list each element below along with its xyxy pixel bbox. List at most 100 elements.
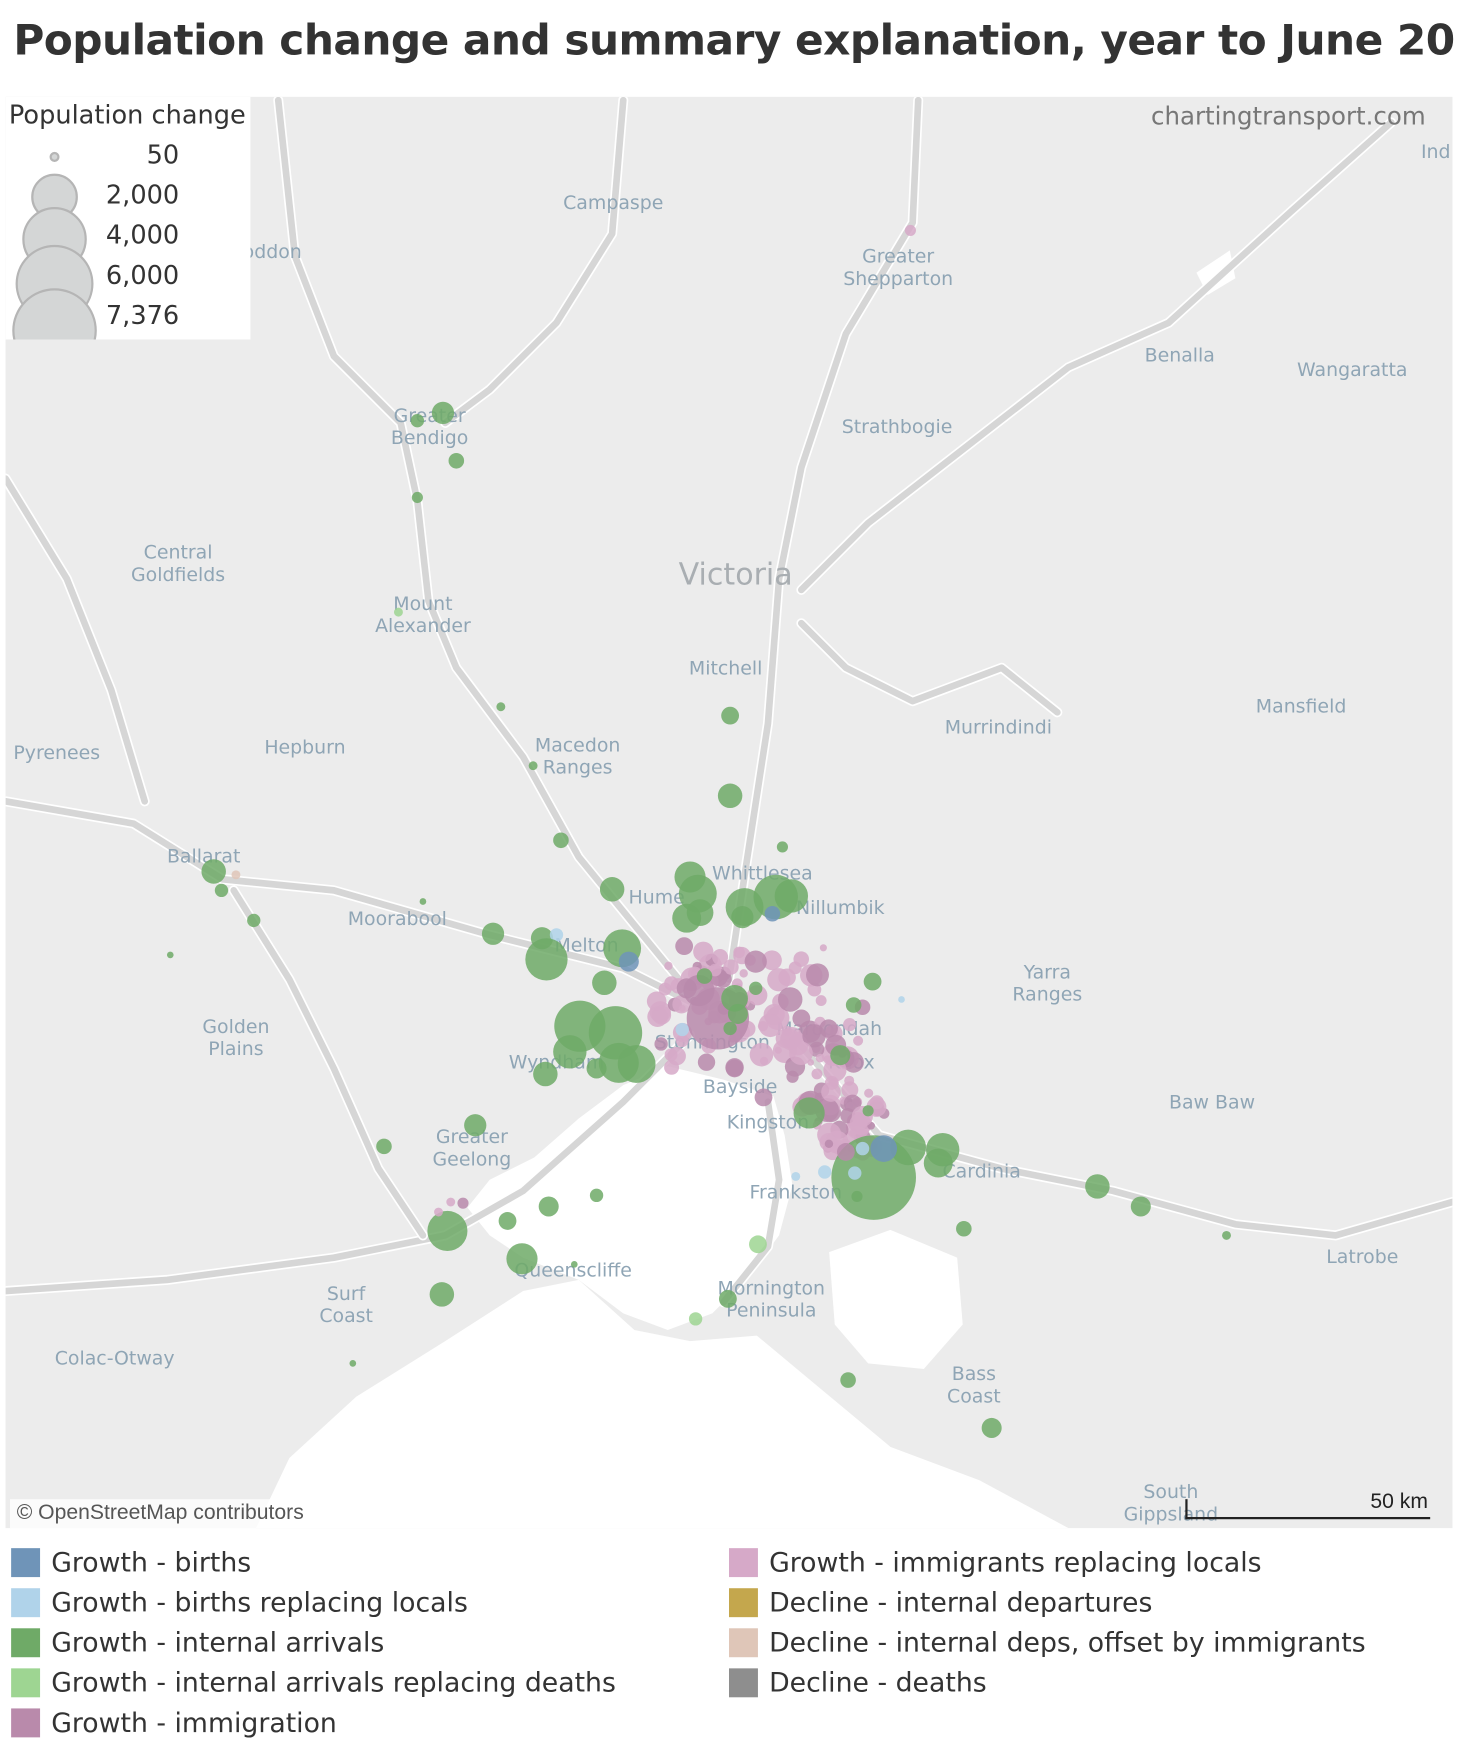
legend-item[interactable]: Growth - internal arrivals replacing dea… bbox=[11, 1667, 616, 1698]
population-bubble[interactable] bbox=[664, 1048, 678, 1062]
population-bubble[interactable] bbox=[767, 968, 791, 992]
population-bubble[interactable] bbox=[708, 963, 722, 977]
population-bubble[interactable] bbox=[792, 1009, 811, 1028]
population-bubble[interactable] bbox=[725, 1059, 744, 1078]
population-bubble[interactable] bbox=[717, 783, 743, 809]
population-bubble[interactable] bbox=[201, 859, 226, 884]
population-bubble[interactable] bbox=[845, 997, 862, 1013]
population-bubble[interactable] bbox=[686, 899, 714, 926]
population-bubble[interactable] bbox=[774, 879, 809, 913]
population-bubble[interactable] bbox=[457, 1197, 469, 1209]
population-bubble[interactable] bbox=[411, 491, 423, 504]
population-bubble[interactable] bbox=[727, 1003, 748, 1024]
population-bubble[interactable] bbox=[819, 1019, 838, 1038]
population-bubble[interactable] bbox=[791, 1171, 801, 1181]
legend-item[interactable]: Decline - internal deps, offset by immig… bbox=[729, 1627, 1366, 1658]
population-bubble[interactable] bbox=[496, 702, 506, 712]
population-bubble[interactable] bbox=[844, 1075, 855, 1086]
population-bubble[interactable] bbox=[723, 1021, 737, 1036]
legend-item[interactable]: Growth - immigration bbox=[11, 1707, 337, 1738]
population-bubble[interactable] bbox=[821, 1082, 841, 1102]
population-bubble[interactable] bbox=[762, 950, 782, 971]
population-bubble[interactable] bbox=[553, 1035, 587, 1069]
population-bubbles[interactable] bbox=[166, 224, 1231, 1438]
population-bubble[interactable] bbox=[688, 1312, 703, 1326]
population-bubble[interactable] bbox=[693, 941, 714, 962]
population-bubble[interactable] bbox=[721, 706, 740, 725]
population-bubble[interactable] bbox=[923, 1148, 953, 1178]
population-bubble[interactable] bbox=[824, 1139, 834, 1149]
population-bubble[interactable] bbox=[817, 1122, 842, 1147]
population-bubble[interactable] bbox=[811, 1068, 823, 1080]
population-bubble[interactable] bbox=[617, 1045, 656, 1083]
population-bubble[interactable] bbox=[851, 1190, 863, 1203]
population-bubble[interactable] bbox=[393, 607, 403, 617]
population-bubble[interactable] bbox=[754, 1088, 773, 1107]
population-bubble[interactable] bbox=[749, 1235, 767, 1254]
population-bubble[interactable] bbox=[855, 1141, 870, 1156]
population-bubble[interactable] bbox=[819, 944, 827, 952]
population-bubble[interactable] bbox=[744, 950, 767, 973]
population-bubble[interactable] bbox=[464, 1114, 487, 1137]
population-bubble[interactable] bbox=[956, 1220, 972, 1237]
population-bubble[interactable] bbox=[739, 969, 748, 978]
population-bubble[interactable] bbox=[770, 1007, 779, 1016]
population-bubble[interactable] bbox=[853, 1035, 864, 1046]
population-bubble[interactable] bbox=[731, 905, 754, 929]
population-bubble[interactable] bbox=[676, 978, 697, 999]
map[interactable]: Campaspe Greater Shepparton Benalla Wangarat… bbox=[5, 96, 1453, 1529]
population-bubble[interactable] bbox=[678, 1005, 686, 1012]
population-bubble[interactable] bbox=[815, 1053, 825, 1063]
legend-item[interactable]: Growth - internal arrivals bbox=[11, 1627, 384, 1658]
population-bubble[interactable] bbox=[774, 1046, 782, 1054]
population-bubble[interactable] bbox=[836, 1143, 855, 1161]
population-bubble[interactable] bbox=[870, 1135, 898, 1162]
population-bubble[interactable] bbox=[231, 870, 241, 880]
population-bubble[interactable] bbox=[592, 970, 617, 996]
population-bubble[interactable] bbox=[848, 1166, 862, 1180]
population-bubble[interactable] bbox=[533, 1061, 558, 1087]
population-bubble[interactable] bbox=[214, 883, 229, 898]
population-bubble[interactable] bbox=[818, 1165, 832, 1179]
population-bubble[interactable] bbox=[247, 913, 261, 928]
population-bubble[interactable] bbox=[419, 898, 427, 905]
map-canvas[interactable]: Campaspe Greater Shepparton Benalla Wangarat… bbox=[5, 96, 1453, 1529]
population-bubble[interactable] bbox=[589, 1188, 604, 1203]
population-bubble[interactable] bbox=[777, 987, 803, 1012]
population-bubble[interactable] bbox=[843, 1018, 857, 1032]
population-bubble[interactable] bbox=[840, 1372, 856, 1388]
population-bubble[interactable] bbox=[349, 1360, 357, 1367]
population-bubble[interactable] bbox=[862, 1105, 874, 1117]
population-bubble[interactable] bbox=[549, 928, 564, 942]
population-bubble[interactable] bbox=[764, 905, 781, 922]
population-bubble[interactable] bbox=[599, 877, 625, 902]
population-bubble[interactable] bbox=[448, 452, 465, 469]
population-bubble[interactable] bbox=[1085, 1174, 1110, 1199]
population-bubble[interactable] bbox=[410, 414, 425, 428]
population-bubble[interactable] bbox=[757, 1021, 769, 1032]
population-bubble[interactable] bbox=[528, 761, 538, 771]
population-bubble[interactable] bbox=[672, 995, 691, 1014]
population-bubble[interactable] bbox=[749, 981, 763, 996]
population-bubble[interactable] bbox=[647, 1006, 668, 1027]
population-bubble[interactable] bbox=[675, 1022, 689, 1037]
population-bubble[interactable] bbox=[506, 1243, 538, 1275]
population-bubble[interactable] bbox=[806, 963, 829, 987]
population-bubble[interactable] bbox=[431, 401, 455, 425]
population-bubble[interactable] bbox=[570, 1261, 578, 1268]
population-bubble[interactable] bbox=[618, 951, 639, 972]
population-bubble[interactable] bbox=[675, 937, 694, 956]
population-bubble[interactable] bbox=[981, 1417, 1002, 1438]
population-bubble[interactable] bbox=[898, 996, 905, 1003]
legend-item[interactable]: Growth - immigrants replacing locals bbox=[729, 1547, 1262, 1578]
legend-item[interactable]: Growth - births replacing locals bbox=[11, 1587, 468, 1618]
population-bubble[interactable] bbox=[429, 1282, 455, 1307]
population-bubble[interactable] bbox=[863, 972, 882, 991]
population-bubble[interactable] bbox=[904, 224, 916, 236]
population-bubble[interactable] bbox=[525, 938, 568, 981]
population-bubble[interactable] bbox=[793, 951, 810, 967]
population-bubble[interactable] bbox=[696, 968, 713, 984]
population-bubble[interactable] bbox=[434, 1207, 443, 1217]
population-bubble[interactable] bbox=[654, 1037, 668, 1051]
population-bubble[interactable] bbox=[446, 1197, 456, 1207]
